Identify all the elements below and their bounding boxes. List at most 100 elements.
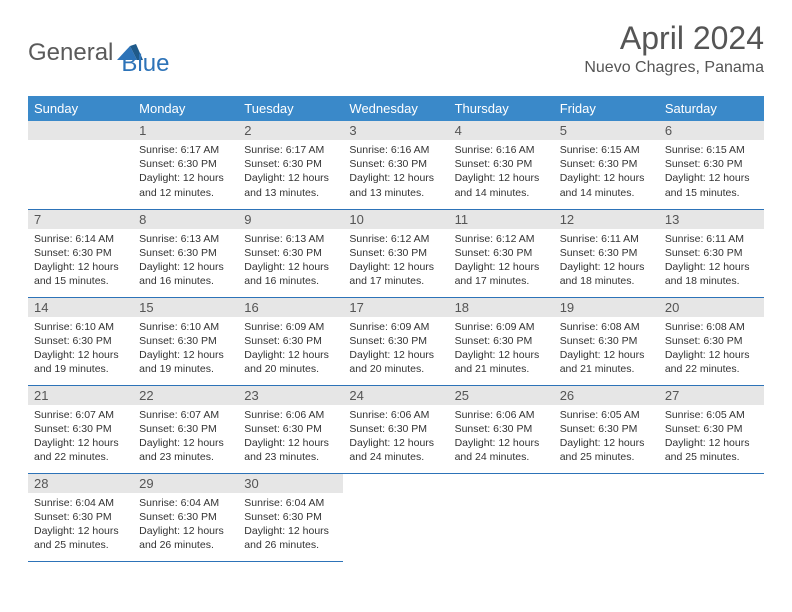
calendar-day-cell: 4Sunrise: 6:16 AMSunset: 6:30 PMDaylight… bbox=[449, 121, 554, 209]
calendar-day-cell: 15Sunrise: 6:10 AMSunset: 6:30 PMDayligh… bbox=[133, 297, 238, 385]
day-number: 18 bbox=[449, 298, 554, 317]
day-number: 9 bbox=[238, 210, 343, 229]
day-data: Sunrise: 6:12 AMSunset: 6:30 PMDaylight:… bbox=[449, 229, 554, 293]
calendar-day-cell: 23Sunrise: 6:06 AMSunset: 6:30 PMDayligh… bbox=[238, 385, 343, 473]
calendar-day-cell bbox=[449, 473, 554, 561]
day-number: 11 bbox=[449, 210, 554, 229]
day-number: 12 bbox=[554, 210, 659, 229]
calendar-body: 1Sunrise: 6:17 AMSunset: 6:30 PMDaylight… bbox=[28, 121, 764, 561]
day-number: 1 bbox=[133, 121, 238, 140]
calendar-day-cell: 16Sunrise: 6:09 AMSunset: 6:30 PMDayligh… bbox=[238, 297, 343, 385]
day-number: 13 bbox=[659, 210, 764, 229]
day-data: Sunrise: 6:13 AMSunset: 6:30 PMDaylight:… bbox=[238, 229, 343, 293]
logo: General Blue bbox=[28, 28, 169, 78]
day-data: Sunrise: 6:08 AMSunset: 6:30 PMDaylight:… bbox=[659, 317, 764, 381]
month-title: April 2024 bbox=[584, 20, 764, 57]
weekday-header: Sunday bbox=[28, 96, 133, 121]
calendar-day-cell: 18Sunrise: 6:09 AMSunset: 6:30 PMDayligh… bbox=[449, 297, 554, 385]
weekday-header: Friday bbox=[554, 96, 659, 121]
calendar-day-cell: 7Sunrise: 6:14 AMSunset: 6:30 PMDaylight… bbox=[28, 209, 133, 297]
weekday-header: Tuesday bbox=[238, 96, 343, 121]
calendar-day-cell: 10Sunrise: 6:12 AMSunset: 6:30 PMDayligh… bbox=[343, 209, 448, 297]
calendar-day-cell: 2Sunrise: 6:17 AMSunset: 6:30 PMDaylight… bbox=[238, 121, 343, 209]
logo-text-blue: Blue bbox=[121, 50, 169, 78]
day-data: Sunrise: 6:07 AMSunset: 6:30 PMDaylight:… bbox=[133, 405, 238, 469]
calendar-day-cell: 22Sunrise: 6:07 AMSunset: 6:30 PMDayligh… bbox=[133, 385, 238, 473]
calendar-table: SundayMondayTuesdayWednesdayThursdayFrid… bbox=[28, 96, 764, 562]
day-number bbox=[28, 121, 133, 140]
day-data: Sunrise: 6:10 AMSunset: 6:30 PMDaylight:… bbox=[133, 317, 238, 381]
day-data: Sunrise: 6:07 AMSunset: 6:30 PMDaylight:… bbox=[28, 405, 133, 469]
day-number: 28 bbox=[28, 474, 133, 493]
day-number: 21 bbox=[28, 386, 133, 405]
calendar-day-cell: 21Sunrise: 6:07 AMSunset: 6:30 PMDayligh… bbox=[28, 385, 133, 473]
calendar-day-cell: 14Sunrise: 6:10 AMSunset: 6:30 PMDayligh… bbox=[28, 297, 133, 385]
day-data: Sunrise: 6:16 AMSunset: 6:30 PMDaylight:… bbox=[449, 140, 554, 204]
day-data: Sunrise: 6:11 AMSunset: 6:30 PMDaylight:… bbox=[554, 229, 659, 293]
calendar-day-cell bbox=[28, 121, 133, 209]
day-data: Sunrise: 6:13 AMSunset: 6:30 PMDaylight:… bbox=[133, 229, 238, 293]
logo-text-general: General bbox=[28, 39, 113, 67]
day-number: 19 bbox=[554, 298, 659, 317]
day-data: Sunrise: 6:05 AMSunset: 6:30 PMDaylight:… bbox=[554, 405, 659, 469]
day-data: Sunrise: 6:17 AMSunset: 6:30 PMDaylight:… bbox=[133, 140, 238, 204]
day-data: Sunrise: 6:15 AMSunset: 6:30 PMDaylight:… bbox=[554, 140, 659, 204]
day-number: 25 bbox=[449, 386, 554, 405]
day-data: Sunrise: 6:09 AMSunset: 6:30 PMDaylight:… bbox=[343, 317, 448, 381]
day-number: 6 bbox=[659, 121, 764, 140]
calendar-week-row: 21Sunrise: 6:07 AMSunset: 6:30 PMDayligh… bbox=[28, 385, 764, 473]
day-data: Sunrise: 6:09 AMSunset: 6:30 PMDaylight:… bbox=[238, 317, 343, 381]
header: General Blue April 2024 Nuevo Chagres, P… bbox=[28, 20, 764, 78]
day-number: 17 bbox=[343, 298, 448, 317]
weekday-header: Thursday bbox=[449, 96, 554, 121]
day-data: Sunrise: 6:04 AMSunset: 6:30 PMDaylight:… bbox=[133, 493, 238, 557]
calendar-day-cell: 30Sunrise: 6:04 AMSunset: 6:30 PMDayligh… bbox=[238, 473, 343, 561]
day-data: Sunrise: 6:06 AMSunset: 6:30 PMDaylight:… bbox=[449, 405, 554, 469]
day-number: 5 bbox=[554, 121, 659, 140]
calendar-day-cell bbox=[554, 473, 659, 561]
calendar-day-cell: 1Sunrise: 6:17 AMSunset: 6:30 PMDaylight… bbox=[133, 121, 238, 209]
day-number: 8 bbox=[133, 210, 238, 229]
day-number: 26 bbox=[554, 386, 659, 405]
day-number: 27 bbox=[659, 386, 764, 405]
calendar-day-cell bbox=[343, 473, 448, 561]
calendar-week-row: 7Sunrise: 6:14 AMSunset: 6:30 PMDaylight… bbox=[28, 209, 764, 297]
day-data: Sunrise: 6:04 AMSunset: 6:30 PMDaylight:… bbox=[28, 493, 133, 557]
day-data: Sunrise: 6:12 AMSunset: 6:30 PMDaylight:… bbox=[343, 229, 448, 293]
calendar-day-cell: 8Sunrise: 6:13 AMSunset: 6:30 PMDaylight… bbox=[133, 209, 238, 297]
day-data: Sunrise: 6:06 AMSunset: 6:30 PMDaylight:… bbox=[343, 405, 448, 469]
calendar-week-row: 1Sunrise: 6:17 AMSunset: 6:30 PMDaylight… bbox=[28, 121, 764, 209]
calendar-head: SundayMondayTuesdayWednesdayThursdayFrid… bbox=[28, 96, 764, 121]
day-number: 20 bbox=[659, 298, 764, 317]
day-number: 4 bbox=[449, 121, 554, 140]
calendar-day-cell: 25Sunrise: 6:06 AMSunset: 6:30 PMDayligh… bbox=[449, 385, 554, 473]
calendar-day-cell: 20Sunrise: 6:08 AMSunset: 6:30 PMDayligh… bbox=[659, 297, 764, 385]
day-data: Sunrise: 6:14 AMSunset: 6:30 PMDaylight:… bbox=[28, 229, 133, 293]
calendar-day-cell: 11Sunrise: 6:12 AMSunset: 6:30 PMDayligh… bbox=[449, 209, 554, 297]
calendar-day-cell: 12Sunrise: 6:11 AMSunset: 6:30 PMDayligh… bbox=[554, 209, 659, 297]
day-number: 10 bbox=[343, 210, 448, 229]
day-number: 22 bbox=[133, 386, 238, 405]
day-number: 23 bbox=[238, 386, 343, 405]
calendar-day-cell bbox=[659, 473, 764, 561]
day-number: 15 bbox=[133, 298, 238, 317]
calendar-day-cell: 5Sunrise: 6:15 AMSunset: 6:30 PMDaylight… bbox=[554, 121, 659, 209]
day-number: 16 bbox=[238, 298, 343, 317]
calendar-day-cell: 9Sunrise: 6:13 AMSunset: 6:30 PMDaylight… bbox=[238, 209, 343, 297]
day-number: 2 bbox=[238, 121, 343, 140]
title-block: April 2024 Nuevo Chagres, Panama bbox=[584, 20, 764, 77]
day-number: 14 bbox=[28, 298, 133, 317]
day-data: Sunrise: 6:11 AMSunset: 6:30 PMDaylight:… bbox=[659, 229, 764, 293]
location-label: Nuevo Chagres, Panama bbox=[584, 59, 764, 77]
calendar-day-cell: 26Sunrise: 6:05 AMSunset: 6:30 PMDayligh… bbox=[554, 385, 659, 473]
day-number: 7 bbox=[28, 210, 133, 229]
calendar-day-cell: 17Sunrise: 6:09 AMSunset: 6:30 PMDayligh… bbox=[343, 297, 448, 385]
day-data: Sunrise: 6:10 AMSunset: 6:30 PMDaylight:… bbox=[28, 317, 133, 381]
calendar-day-cell: 3Sunrise: 6:16 AMSunset: 6:30 PMDaylight… bbox=[343, 121, 448, 209]
day-data: Sunrise: 6:04 AMSunset: 6:30 PMDaylight:… bbox=[238, 493, 343, 557]
weekday-header: Saturday bbox=[659, 96, 764, 121]
day-number: 29 bbox=[133, 474, 238, 493]
day-number: 30 bbox=[238, 474, 343, 493]
calendar-day-cell: 27Sunrise: 6:05 AMSunset: 6:30 PMDayligh… bbox=[659, 385, 764, 473]
day-data: Sunrise: 6:05 AMSunset: 6:30 PMDaylight:… bbox=[659, 405, 764, 469]
